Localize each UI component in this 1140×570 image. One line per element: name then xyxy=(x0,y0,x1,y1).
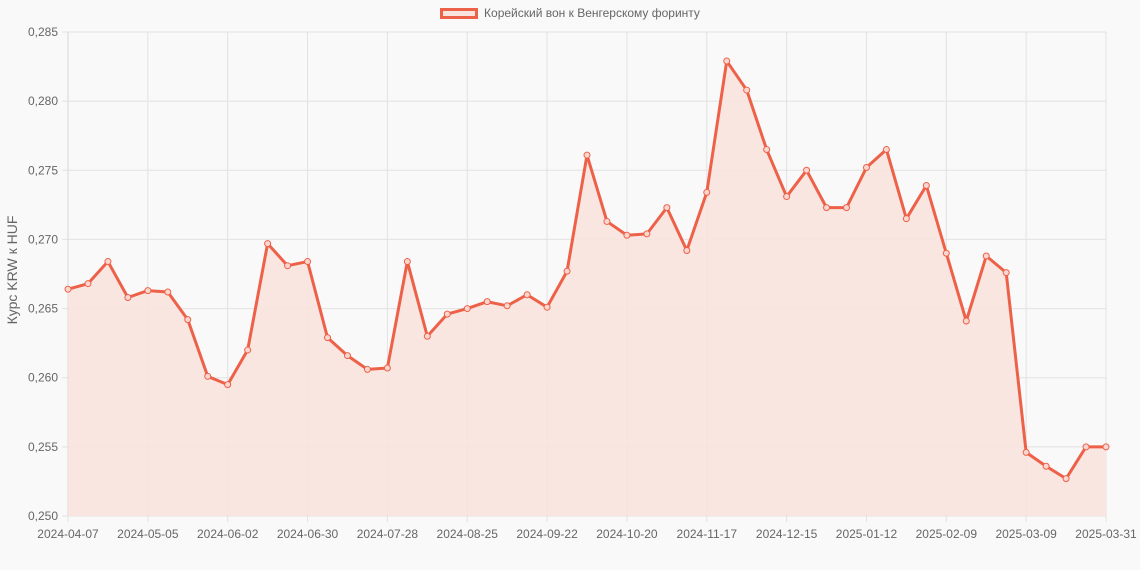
data-point[interactable] xyxy=(144,287,152,295)
x-tick-label: 2025-02-09 xyxy=(916,527,978,541)
data-point[interactable] xyxy=(483,298,491,306)
y-tick-label: 0,260 xyxy=(28,371,58,385)
data-point[interactable] xyxy=(1002,269,1010,277)
data-point[interactable] xyxy=(224,381,232,389)
x-tick-label: 2024-06-30 xyxy=(277,527,339,541)
data-point[interactable] xyxy=(862,164,870,172)
data-point[interactable] xyxy=(264,240,272,248)
data-point[interactable] xyxy=(84,280,92,288)
y-tick-label: 0,280 xyxy=(28,94,58,108)
data-point[interactable] xyxy=(403,258,411,266)
data-point[interactable] xyxy=(843,204,850,212)
data-point[interactable] xyxy=(1062,475,1070,483)
data-point[interactable] xyxy=(543,303,551,311)
data-point[interactable] xyxy=(244,346,252,354)
data-point[interactable] xyxy=(663,204,671,212)
data-point[interactable] xyxy=(284,262,292,270)
data-point[interactable] xyxy=(563,267,571,275)
data-point[interactable] xyxy=(324,334,331,342)
y-tick-label: 0,250 xyxy=(28,509,58,523)
x-tick-label: 2024-09-22 xyxy=(516,527,578,541)
data-point[interactable] xyxy=(443,310,451,318)
data-point[interactable] xyxy=(164,288,172,296)
y-axis-label: Курс KRW к HUF xyxy=(4,215,20,325)
data-point[interactable] xyxy=(463,305,471,313)
data-point[interactable] xyxy=(882,146,890,154)
data-point[interactable] xyxy=(503,302,511,310)
data-point[interactable] xyxy=(64,285,72,293)
x-tick-label: 2024-05-05 xyxy=(117,527,179,541)
legend-label: Корейский вон к Венгерскому форинту xyxy=(484,6,700,20)
data-point[interactable] xyxy=(204,372,212,380)
y-tick-label: 0,275 xyxy=(28,163,58,177)
data-point[interactable] xyxy=(1042,462,1050,470)
data-point[interactable] xyxy=(383,364,391,372)
y-tick-label: 0,265 xyxy=(28,302,58,316)
x-tick-label: 2024-08-25 xyxy=(437,527,499,541)
data-point[interactable] xyxy=(603,217,611,225)
data-point[interactable] xyxy=(583,151,591,159)
data-point[interactable] xyxy=(823,204,831,212)
x-tick-label: 2024-07-28 xyxy=(357,527,419,541)
data-point[interactable] xyxy=(1022,448,1030,456)
area-fill xyxy=(68,61,1106,516)
data-point[interactable] xyxy=(763,146,771,154)
data-point[interactable] xyxy=(683,246,691,254)
data-point[interactable] xyxy=(623,231,631,239)
x-tick-label: 2025-01-12 xyxy=(836,527,898,541)
y-tick-label: 0,255 xyxy=(28,440,58,454)
data-point[interactable] xyxy=(343,352,351,360)
data-point[interactable] xyxy=(304,258,312,266)
x-tick-label: 2024-10-20 xyxy=(596,527,658,541)
y-tick-label: 0,270 xyxy=(28,232,58,246)
data-point[interactable] xyxy=(1102,443,1110,451)
data-point[interactable] xyxy=(643,230,651,238)
data-point[interactable] xyxy=(363,365,371,373)
data-point[interactable] xyxy=(184,316,192,324)
legend-swatch xyxy=(440,7,479,19)
x-tick-label: 2025-03-09 xyxy=(995,527,1057,541)
x-tick-label: 2024-06-02 xyxy=(197,527,259,541)
x-tick-label: 2025-03-31 xyxy=(1075,527,1137,541)
x-tick-label: 2024-11-17 xyxy=(677,527,738,541)
data-point[interactable] xyxy=(124,294,132,302)
data-point[interactable] xyxy=(743,86,751,94)
data-point[interactable] xyxy=(104,258,112,266)
x-tick-label: 2024-04-07 xyxy=(37,527,99,541)
data-point[interactable] xyxy=(803,166,811,174)
data-point[interactable] xyxy=(523,291,531,299)
legend[interactable]: Корейский вон к Венгерскому форинту xyxy=(0,6,1140,20)
data-point[interactable] xyxy=(902,215,910,223)
data-point[interactable] xyxy=(942,249,950,257)
data-point[interactable] xyxy=(423,332,431,340)
data-point[interactable] xyxy=(922,181,930,189)
x-tick-label: 2024-12-15 xyxy=(756,527,818,541)
data-point[interactable] xyxy=(1082,443,1090,451)
y-tick-label: 0,285 xyxy=(28,25,58,39)
data-point[interactable] xyxy=(962,317,970,325)
data-point[interactable] xyxy=(723,57,731,65)
data-point[interactable] xyxy=(982,252,990,260)
data-point[interactable] xyxy=(703,188,711,196)
data-point[interactable] xyxy=(783,193,791,201)
